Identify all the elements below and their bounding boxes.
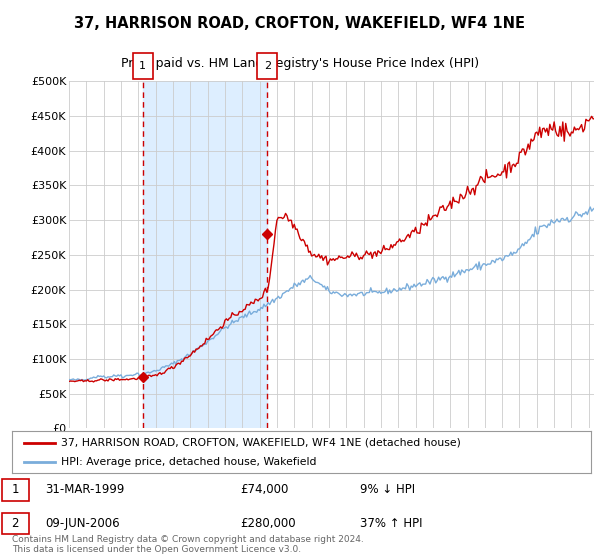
Text: 37, HARRISON ROAD, CROFTON, WAKEFIELD, WF4 1NE: 37, HARRISON ROAD, CROFTON, WAKEFIELD, W… xyxy=(74,16,526,31)
Text: 9% ↓ HPI: 9% ↓ HPI xyxy=(360,483,415,496)
Text: 09-JUN-2006: 09-JUN-2006 xyxy=(45,517,119,530)
Text: 1: 1 xyxy=(11,483,19,496)
Text: £74,000: £74,000 xyxy=(240,483,289,496)
FancyBboxPatch shape xyxy=(257,53,277,80)
Text: Price paid vs. HM Land Registry's House Price Index (HPI): Price paid vs. HM Land Registry's House … xyxy=(121,57,479,70)
Text: 2: 2 xyxy=(11,517,19,530)
Text: 31-MAR-1999: 31-MAR-1999 xyxy=(45,483,124,496)
Text: 37% ↑ HPI: 37% ↑ HPI xyxy=(360,517,422,530)
FancyBboxPatch shape xyxy=(133,53,152,80)
FancyBboxPatch shape xyxy=(2,513,29,534)
Bar xyxy=(143,81,267,428)
Text: £280,000: £280,000 xyxy=(240,517,296,530)
FancyBboxPatch shape xyxy=(2,479,29,501)
Text: 1: 1 xyxy=(139,62,146,72)
Text: Contains HM Land Registry data © Crown copyright and database right 2024.
This d: Contains HM Land Registry data © Crown c… xyxy=(12,535,364,554)
Text: 2: 2 xyxy=(263,62,271,72)
Text: 37, HARRISON ROAD, CROFTON, WAKEFIELD, WF4 1NE (detached house): 37, HARRISON ROAD, CROFTON, WAKEFIELD, W… xyxy=(61,437,461,447)
Text: HPI: Average price, detached house, Wakefield: HPI: Average price, detached house, Wake… xyxy=(61,457,317,467)
